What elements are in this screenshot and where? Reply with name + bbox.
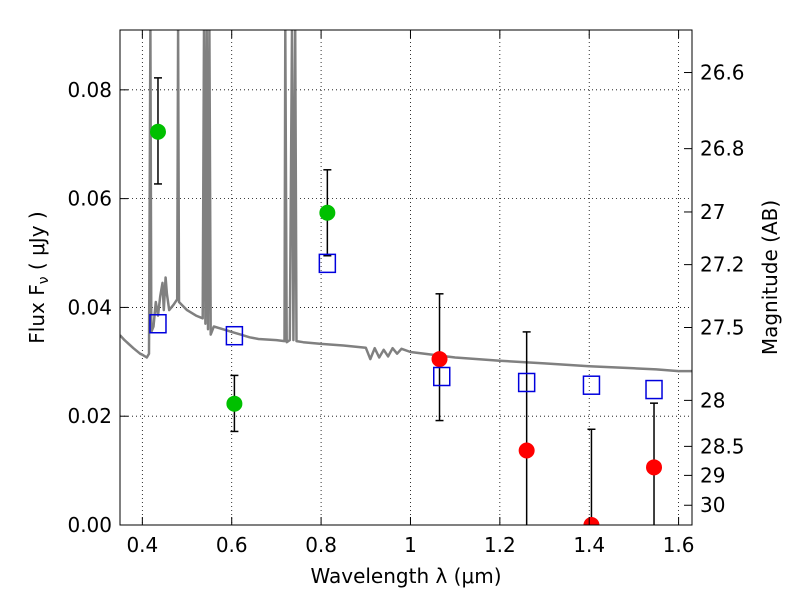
model-photometry-point bbox=[645, 379, 663, 400]
data-point bbox=[431, 351, 448, 368]
y2-tick-label: 27.5 bbox=[700, 315, 745, 339]
x-tick-label: 1.4 bbox=[573, 533, 605, 557]
y2-tick-label: 27 bbox=[700, 200, 725, 224]
y-axis-label-main: Flux F bbox=[25, 284, 49, 343]
axis-ticks bbox=[120, 30, 692, 526]
model-photometry-point bbox=[517, 372, 536, 393]
x-tick-label: 0.6 bbox=[216, 533, 248, 557]
y2-axis-label: Magnitude (AB) bbox=[758, 200, 782, 355]
data-point bbox=[226, 395, 243, 412]
model-photometry-point bbox=[433, 366, 451, 387]
data-point bbox=[518, 442, 535, 459]
y2-tick-label: 28 bbox=[700, 388, 725, 412]
model-photometry-point bbox=[582, 375, 601, 395]
y2-tick-label: 27.2 bbox=[700, 253, 745, 277]
data-point bbox=[319, 204, 336, 221]
y-tick-label: 0.02 bbox=[67, 404, 112, 428]
x-tick-label: 0.8 bbox=[305, 533, 337, 557]
y2-tick-label: 28.5 bbox=[700, 434, 745, 458]
x-tick-label: 1.2 bbox=[484, 533, 516, 557]
model-spectrum bbox=[120, 30, 692, 373]
y2-tick-label: 26.8 bbox=[700, 137, 745, 161]
data-point bbox=[646, 459, 663, 476]
y2-tick-label: 29 bbox=[700, 463, 725, 487]
model-photometry-point bbox=[149, 313, 167, 334]
y-tick-label: 0.04 bbox=[67, 295, 112, 319]
y2-tick-label: 30 bbox=[700, 493, 725, 517]
y-axis-label: Flux Fν ( μJy ) bbox=[25, 211, 52, 343]
model-photometry-point bbox=[318, 253, 337, 274]
y-tick-label: 0.06 bbox=[67, 187, 112, 211]
tick-labels: 0.4 0.6 0.8 1 1.2 1.4 1.6 0.00 0.02 0.04 0.06 0.08 2… bbox=[67, 61, 744, 557]
plot-frame bbox=[119, 29, 693, 526]
model-spectrum-line bbox=[120, 30, 692, 373]
x-tick-label: 1.6 bbox=[663, 533, 695, 557]
x-tick-label: 1 bbox=[404, 533, 417, 557]
data-points bbox=[149, 77, 663, 525]
y-axis-label-sub: ν bbox=[36, 276, 52, 284]
y-axis-label-unit: ( μJy ) bbox=[25, 211, 49, 276]
data-point bbox=[583, 517, 600, 525]
y-tick-label: 0.08 bbox=[67, 78, 112, 102]
x-axis-label: Wavelength λ (μm) bbox=[310, 564, 501, 588]
y-tick-label: 0.00 bbox=[67, 513, 112, 537]
data-point bbox=[149, 123, 166, 140]
model-photometry-point bbox=[225, 325, 244, 346]
grid bbox=[120, 30, 692, 525]
x-tick-label: 0.4 bbox=[126, 533, 158, 557]
y2-tick-label: 26.6 bbox=[700, 61, 745, 85]
